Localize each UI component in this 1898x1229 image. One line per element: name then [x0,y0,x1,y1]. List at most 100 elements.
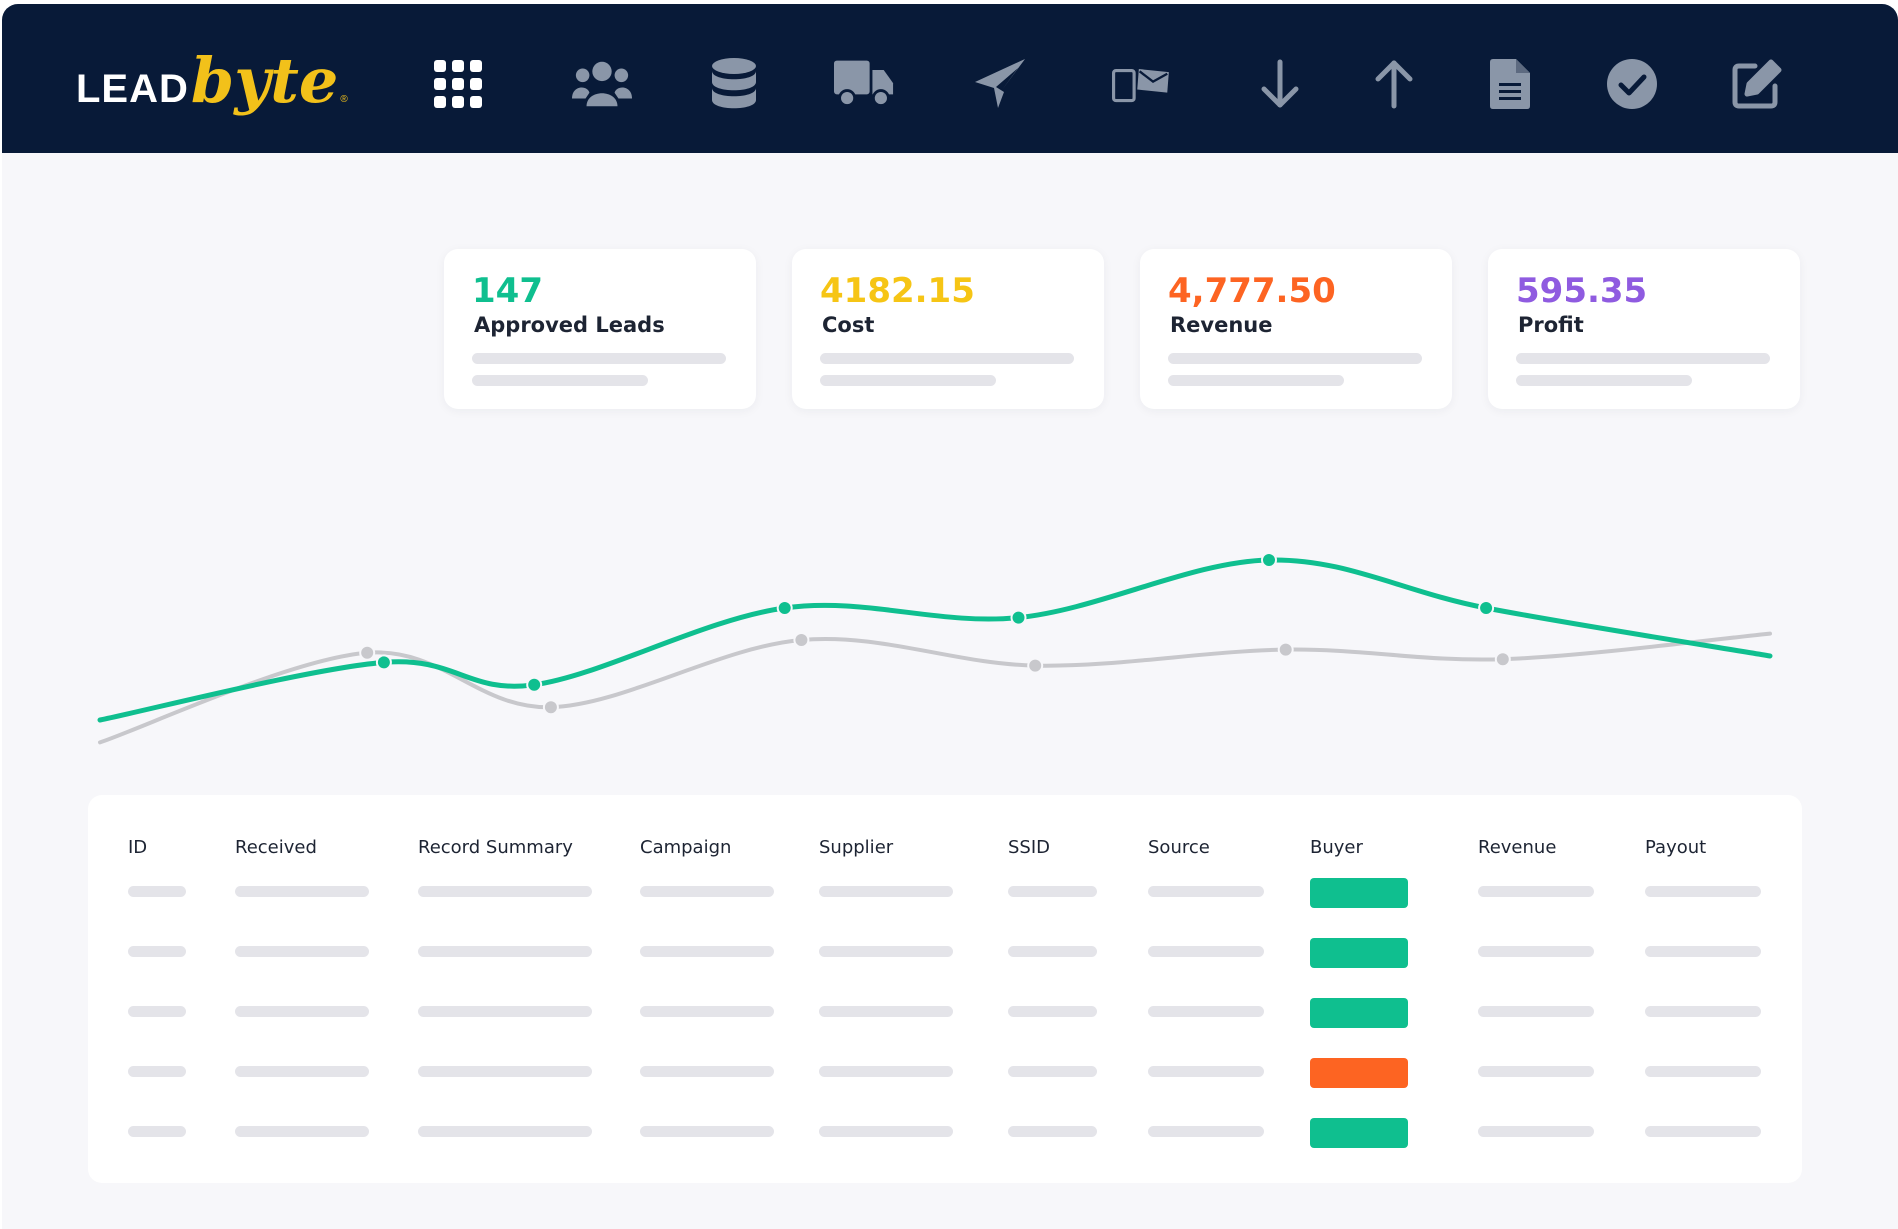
placeholder-bar [128,1006,186,1017]
placeholder-bar [1008,886,1097,897]
placeholder-bar [1645,1006,1761,1017]
leadbyte-logo[interactable]: LEAD byte ® [76,50,348,120]
column-header-id[interactable]: ID [128,837,148,858]
top-navigation-bar: LEAD byte ® [2,4,1898,153]
buyer-status-badge[interactable] [1310,878,1408,908]
column-header-record-summary[interactable]: Record Summary [418,837,573,858]
leads-table: ID Received Record Summary Campaign Supplier… [88,795,1802,1183]
placeholder-bar [1478,886,1594,897]
placeholder-bar [820,353,1074,364]
users-icon[interactable] [572,54,632,114]
placeholder-bar [819,1126,953,1137]
placeholder-bar [1478,1006,1594,1017]
placeholder-bar [418,946,592,957]
column-header-revenue[interactable]: Revenue [1478,837,1557,858]
column-header-supplier[interactable]: Supplier [819,837,894,858]
placeholder-bar [1008,946,1097,957]
arrow-up-icon[interactable] [1364,54,1424,114]
placeholder-bar [235,1006,369,1017]
logo-registered-mark: ® [340,94,348,105]
data-point [1027,657,1044,674]
check-circle-icon[interactable] [1602,54,1662,114]
placeholder-bar [235,886,369,897]
data-point [1277,641,1294,658]
data-point [359,644,376,661]
buyer-status-badge[interactable] [1310,1058,1408,1088]
buyer-status-badge[interactable] [1310,938,1408,968]
placeholder-bar [128,886,186,897]
trend-line-chart [97,552,1773,745]
placeholder-bar [1148,946,1264,957]
placeholder-bar [235,946,369,957]
placeholder-bar [640,1066,774,1077]
stat-value: 147 [472,271,543,311]
data-point [1010,609,1027,626]
document-icon[interactable] [1480,54,1540,114]
send-plane-icon[interactable] [970,54,1030,114]
data-point [526,676,543,693]
logo-byte-text: byte [190,44,339,117]
column-header-ssid[interactable]: SSID [1008,837,1051,858]
placeholder-bar [1645,886,1761,897]
stat-card-profit: 595.35 Profit [1488,249,1800,409]
column-header-campaign[interactable]: Campaign [640,837,732,858]
logo-lead-text: LEAD [76,67,189,111]
data-point [1478,600,1495,616]
data-point [375,654,392,671]
data-point [793,632,810,648]
placeholder-bar [128,1126,186,1137]
column-header-source[interactable]: Source [1148,837,1210,858]
placeholder-bar [235,1126,369,1137]
placeholder-bar [1008,1066,1097,1077]
delivery-truck-icon[interactable] [834,54,894,114]
placeholder-bar [1008,1006,1097,1017]
placeholder-bar [418,1066,592,1077]
data-point [1261,552,1277,568]
placeholder-bar [1148,886,1264,897]
placeholder-bar [820,375,996,386]
buyer-status-badge[interactable] [1310,998,1408,1028]
placeholder-bar [1478,946,1594,957]
placeholder-bar [235,1066,369,1077]
placeholder-bar [1478,1126,1594,1137]
placeholder-bar [1645,1126,1761,1137]
placeholder-bar [640,886,774,897]
edit-icon[interactable] [1727,54,1787,114]
placeholder-bar [1168,375,1344,386]
stat-label: Cost [822,313,875,337]
stat-card-cost: 4182.15 Cost [792,249,1104,409]
stat-value: 4,777.50 [1168,271,1336,311]
data-point [542,699,559,716]
placeholder-bar [1645,1066,1761,1077]
column-header-buyer[interactable]: Buyer [1310,837,1363,858]
placeholder-bar [1148,1006,1264,1017]
stat-label: Profit [1518,313,1584,337]
placeholder-bar [819,1006,953,1017]
placeholder-bar [128,1066,186,1077]
stat-card-revenue: 4,777.50 Revenue [1140,249,1452,409]
stat-label: Approved Leads [474,313,665,337]
placeholder-bar [1168,353,1422,364]
database-icon[interactable] [704,54,764,114]
stat-value: 4182.15 [820,271,975,311]
placeholder-bar [640,1126,774,1137]
app-frame: LEAD byte ® [2,4,1898,1229]
placeholder-bar [1008,1126,1097,1137]
stat-card-approved-leads: 147 Approved Leads [444,249,756,409]
placeholder-bar [1645,946,1761,957]
series-line-2 [98,631,1772,745]
phone-email-icon[interactable] [1112,54,1172,114]
data-point [776,600,793,616]
apps-grid-icon[interactable] [428,54,488,114]
data-point [1494,651,1511,668]
placeholder-bar [1516,375,1692,386]
placeholder-bar [472,353,726,364]
placeholder-bar [640,1006,774,1017]
column-header-payout[interactable]: Payout [1645,837,1707,858]
stat-value: 595.35 [1516,271,1648,311]
placeholder-bar [1148,1126,1264,1137]
series-line-1 [97,557,1773,723]
column-header-received[interactable]: Received [235,837,317,858]
buyer-status-badge[interactable] [1310,1118,1408,1148]
arrow-down-icon[interactable] [1250,54,1310,114]
